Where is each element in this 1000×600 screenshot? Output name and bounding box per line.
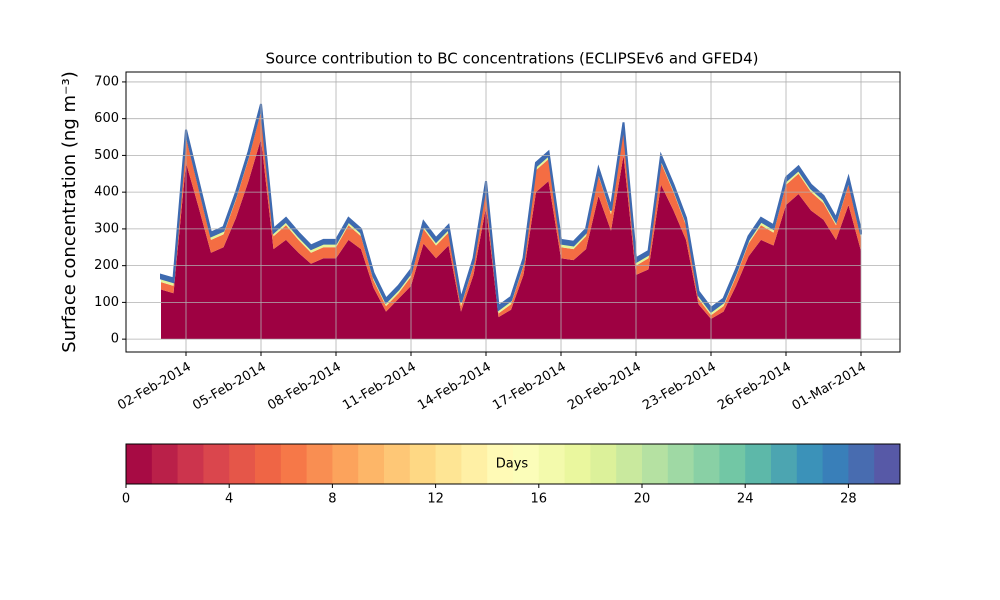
colorbar bbox=[126, 444, 901, 484]
x-tick-label: 05-Feb-2014 bbox=[190, 360, 269, 414]
colorbar-label: Days bbox=[496, 457, 529, 472]
colorbar-cell bbox=[796, 444, 824, 484]
colorbar-tick-label: 4 bbox=[225, 492, 233, 507]
colorbar-cell bbox=[151, 444, 179, 484]
colorbar-frame bbox=[125, 443, 901, 485]
colorbar-cell bbox=[255, 444, 282, 484]
colorbar-tick-label: 20 bbox=[634, 492, 651, 507]
grid bbox=[126, 72, 900, 352]
colorbar-cell bbox=[487, 444, 514, 484]
colorbar-tick-label: 28 bbox=[840, 492, 857, 507]
colorbar-cell bbox=[848, 444, 875, 484]
colorbar-cell bbox=[306, 444, 333, 484]
colorbar-cell bbox=[332, 444, 359, 484]
colorbar-cell bbox=[667, 444, 695, 484]
y-tick-label: 200 bbox=[94, 258, 119, 273]
colorbar-cell bbox=[719, 444, 746, 484]
colorbar-cell bbox=[822, 444, 849, 484]
x-tick-label: 17-Feb-2014 bbox=[490, 360, 569, 414]
colorbar-cell bbox=[693, 444, 720, 484]
colorbar-cell bbox=[409, 444, 437, 484]
x-tick-label: 01-Mar-2014 bbox=[790, 360, 869, 414]
chart-title: Source contribution to BC concentrations… bbox=[265, 50, 758, 68]
colorbar-cell bbox=[642, 444, 669, 484]
colorbar-tick-label: 24 bbox=[737, 492, 754, 507]
x-tick-label: 02-Feb-2014 bbox=[115, 360, 194, 414]
y-tick-label: 100 bbox=[94, 295, 119, 310]
colorbar-cell bbox=[358, 444, 385, 484]
x-tick-label: 23-Feb-2014 bbox=[640, 360, 719, 414]
colorbar-cell bbox=[513, 444, 540, 484]
x-tick-label: 26-Feb-2014 bbox=[715, 360, 794, 414]
y-axis-label: Surface concentration (ng m⁻³) bbox=[59, 71, 80, 353]
x-tick-label: 20-Feb-2014 bbox=[565, 360, 644, 414]
x-tick-label: 08-Feb-2014 bbox=[265, 360, 344, 414]
colorbar-cell bbox=[203, 444, 230, 484]
colorbar-cell bbox=[384, 444, 411, 484]
colorbar-tick-label: 0 bbox=[122, 492, 130, 507]
colorbar-tick-label: 8 bbox=[328, 492, 336, 507]
y-tick-label: 300 bbox=[94, 221, 119, 236]
colorbar-cell bbox=[564, 444, 591, 484]
colorbar-cell bbox=[126, 444, 153, 484]
y-tick-label: 600 bbox=[94, 111, 119, 126]
colorbar-cell bbox=[745, 444, 772, 484]
colorbar-cell bbox=[538, 444, 566, 484]
y-tick-label: 500 bbox=[94, 148, 119, 163]
colorbar-cell bbox=[177, 444, 204, 484]
colorbar-tick-label: 12 bbox=[427, 492, 444, 507]
y-tick-label: 700 bbox=[94, 74, 119, 89]
y-tick-label: 0 bbox=[111, 332, 119, 347]
plot-frame bbox=[125, 71, 901, 353]
colorbar-cell bbox=[590, 444, 617, 484]
colorbar-cell bbox=[616, 444, 643, 484]
colorbar-cell bbox=[280, 444, 308, 484]
colorbar-tick-label: 16 bbox=[531, 492, 548, 507]
colorbar-cell bbox=[771, 444, 798, 484]
colorbar-cell bbox=[229, 444, 256, 484]
colorbar-cell bbox=[874, 444, 901, 484]
x-tick-label: 14-Feb-2014 bbox=[415, 360, 494, 414]
plot-layers bbox=[160, 103, 863, 340]
y-tick-label: 400 bbox=[94, 185, 119, 200]
colorbar-cell bbox=[461, 444, 488, 484]
x-tick-label: 11-Feb-2014 bbox=[340, 360, 419, 414]
colorbar-cell bbox=[435, 444, 462, 484]
